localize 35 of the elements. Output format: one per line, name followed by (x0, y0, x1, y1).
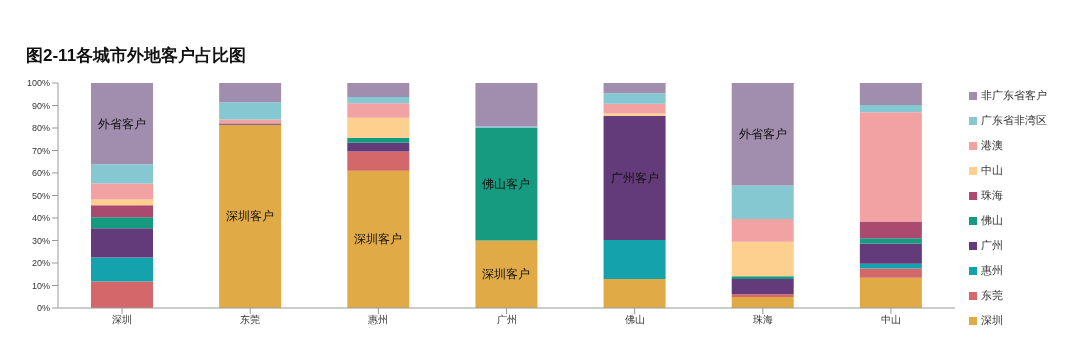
x-tick-label: 广州 (496, 314, 517, 326)
y-tick-label: 100% (26, 78, 50, 89)
chart-title: 图2-11各城市外地客户占比图 (25, 45, 248, 67)
legend-label: 非广东省客户 (981, 88, 1047, 103)
y-tick-label: 10% (31, 280, 50, 291)
x-tick-label: 惠州 (367, 314, 389, 326)
legend-label: 广州 (981, 238, 1003, 253)
data-label: 深圳客户 (482, 267, 531, 282)
y-tick-label: 80% (31, 123, 50, 134)
y-tick-label: 50% (31, 190, 50, 201)
data-label: 深圳客户 (354, 232, 403, 247)
x-tick-label: 佛山 (624, 314, 645, 326)
legend-label: 广东省非湾区 (981, 113, 1047, 128)
x-tick-label: 东莞 (240, 314, 261, 326)
x-tick-label: 深圳 (112, 314, 133, 326)
y-tick-label: 90% (31, 100, 50, 111)
y-tick-label: 20% (31, 258, 50, 269)
legend-label: 中山 (981, 163, 1003, 178)
data-label: 外省客户 (738, 127, 787, 142)
legend-label: 惠州 (981, 263, 1003, 278)
y-tick-label: 0% (36, 303, 50, 314)
x-tick-label: 中山 (880, 314, 901, 326)
y-tick-label: 60% (31, 168, 50, 179)
data-label: 外省客户 (98, 116, 146, 131)
legend-label: 东莞 (981, 288, 1003, 303)
y-tick-label: 70% (31, 145, 50, 156)
x-tick-label: 珠海 (752, 314, 773, 326)
legend-label: 佛山 (981, 213, 1003, 228)
y-tick-label: 40% (31, 213, 50, 224)
data-label: 深圳客户 (226, 209, 275, 224)
legend-label: 港澳 (981, 138, 1003, 153)
data-label: 佛山客户 (482, 177, 531, 192)
y-tick-label: 30% (31, 235, 50, 246)
data-label: 广州客户 (610, 170, 659, 185)
legend-label: 珠海 (981, 188, 1003, 203)
